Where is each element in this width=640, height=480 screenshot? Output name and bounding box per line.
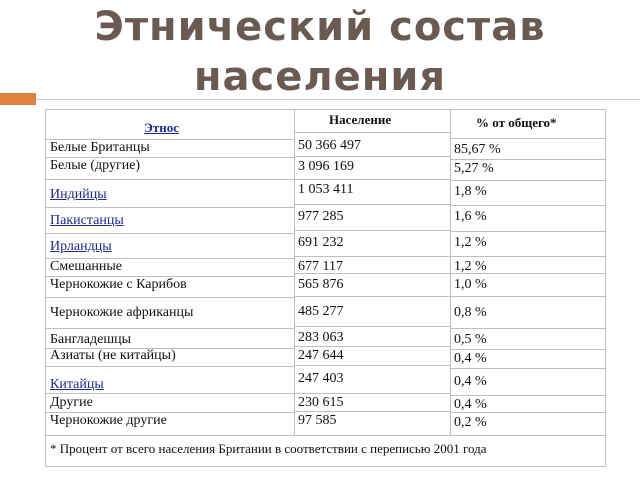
row-population: 247 644 [298, 348, 344, 363]
orange-accent-bar [0, 93, 36, 105]
row-population: 1 053 411 [298, 182, 354, 197]
row-name: Азиаты (не китайцы) [50, 348, 176, 363]
row-name: Белые Британцы [50, 140, 150, 155]
column-divider [294, 110, 295, 435]
row-percent: 1,0 % [454, 277, 487, 292]
row-population: 485 277 [298, 304, 344, 319]
ethnic-composition-table: Этнос Население % от общего* Белые Брита… [45, 109, 606, 467]
divider-line [36, 99, 640, 100]
row-name: Смешанные [50, 259, 123, 274]
row-name: Чернокожие африканцы [50, 305, 194, 320]
row-population: 247 403 [298, 371, 344, 386]
row-percent: 0,5 % [454, 332, 487, 347]
row-name: Чернокожие другие [50, 413, 167, 428]
row-name: Чернокожие с Карибов [50, 277, 187, 292]
row-name-link[interactable]: Пакистанцы [50, 213, 124, 228]
footnote: * Процент от всего населения Британии в … [50, 441, 487, 456]
row-percent: 0,4 % [454, 374, 487, 389]
row-percent: 0,4 % [454, 351, 487, 366]
header-population: Население [329, 112, 392, 127]
row-name: Белые (другие) [50, 158, 141, 173]
header-ethnos[interactable]: Этнос [144, 120, 179, 135]
row-population: 977 285 [298, 209, 344, 224]
row-percent: 1,6 % [454, 209, 487, 224]
row-name-link[interactable]: Ирландцы [50, 239, 112, 254]
row-population: 97 585 [298, 413, 337, 428]
row-percent: 1,2 % [454, 259, 487, 274]
row-percent: 0,4 % [454, 397, 487, 412]
row-name: Бангладешцы [50, 332, 131, 347]
row-percent: 1,8 % [454, 184, 487, 199]
row-percent: 5,27 % [454, 161, 494, 176]
row-name: Другие [50, 395, 93, 410]
row-percent: 85,67 % [454, 142, 501, 157]
row-name-link[interactable]: Китайцы [50, 377, 104, 392]
row-population: 3 096 169 [298, 159, 354, 174]
row-name-link[interactable]: Индийцы [50, 187, 107, 202]
row-population: 677 117 [298, 259, 343, 274]
header-percent: % от общего* [476, 115, 557, 130]
row-percent: 0,8 % [454, 305, 487, 320]
column-divider [450, 110, 451, 435]
page-title: Этнический состав населения [94, 4, 546, 100]
row-population: 50 366 497 [298, 138, 361, 153]
row-percent: 0,2 % [454, 415, 487, 430]
row-percent: 1,2 % [454, 235, 487, 250]
row-population: 691 232 [298, 235, 344, 250]
row-population: 283 063 [298, 330, 344, 345]
row-population: 230 615 [298, 395, 344, 410]
row-population: 565 876 [298, 277, 344, 292]
